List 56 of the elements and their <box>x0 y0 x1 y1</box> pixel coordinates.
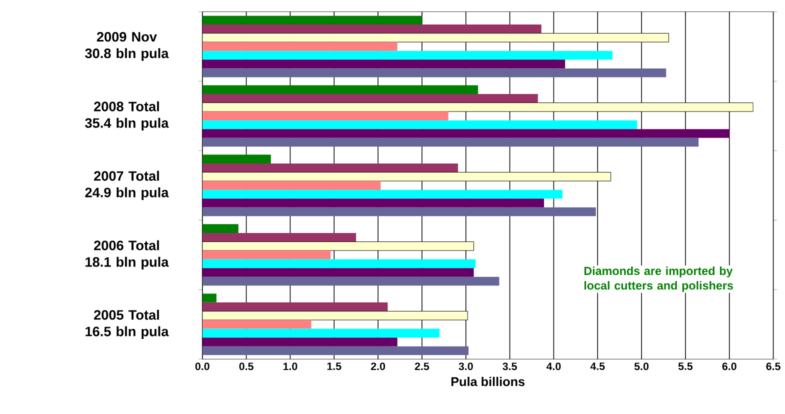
bar <box>202 33 670 42</box>
y-tick-label: 2005 Total 16.5 bln pula <box>86 310 169 340</box>
bar <box>202 181 381 190</box>
x-tick-label: 5.0 <box>634 362 649 370</box>
annotation: Diamonds are imported by local cutters and polishers <box>584 266 733 292</box>
bar <box>202 102 754 112</box>
bar <box>202 311 468 320</box>
bar <box>202 302 388 312</box>
x-tick-label: 2.5 <box>414 362 430 370</box>
bar <box>202 328 440 338</box>
bar <box>202 164 458 172</box>
bar <box>202 138 699 147</box>
bar <box>202 242 474 251</box>
bar <box>202 172 612 182</box>
bar <box>202 233 356 242</box>
bar <box>202 338 398 346</box>
bar <box>202 68 666 78</box>
x-tick-label: 5.5 <box>678 362 693 370</box>
bar <box>202 207 596 216</box>
x-tick-label: 0.0 <box>195 362 210 370</box>
bar <box>202 268 474 277</box>
bar <box>202 198 544 208</box>
bar <box>202 294 216 303</box>
bar <box>202 346 469 356</box>
bar <box>202 259 476 268</box>
bar <box>202 50 613 60</box>
bar <box>202 190 562 199</box>
x-tick-label: 1.5 <box>327 362 342 370</box>
x-tick-label: 3.0 <box>458 362 473 370</box>
x-tick-label: 6.5 <box>766 362 780 370</box>
y-tick-label: 2009 Nov 30.8 bln pula <box>85 32 169 61</box>
bar <box>202 42 398 51</box>
bar <box>202 224 238 234</box>
x-tick-label: 3.5 <box>502 362 517 370</box>
bar <box>202 94 538 103</box>
x-tick-label: 6.0 <box>722 362 736 370</box>
bar <box>202 60 566 69</box>
bar <box>202 85 478 94</box>
x-tick-label: 4.5 <box>590 362 605 370</box>
bar <box>202 112 448 120</box>
x-tick-label: 0.5 <box>239 362 254 370</box>
bar <box>202 154 271 164</box>
bar <box>202 276 500 286</box>
y-tick-label: 2008 Total 35.4 bln pula <box>85 101 169 131</box>
x-tick-label: 4.0 <box>546 362 561 370</box>
bar <box>202 250 331 260</box>
bar <box>202 129 730 138</box>
y-tick-label: 2006 Total 18.1 bln pula <box>86 240 169 270</box>
bar <box>202 24 542 34</box>
bar <box>202 16 422 25</box>
x-tick-label: 1.0 <box>283 362 298 370</box>
x-tick-label: 2.0 <box>370 362 386 370</box>
y-tick-label: 2007 Total 24.9 bln pula <box>85 170 169 200</box>
x-axis-title: Pula billions <box>451 376 525 386</box>
bar <box>202 320 312 329</box>
bar <box>202 120 638 130</box>
